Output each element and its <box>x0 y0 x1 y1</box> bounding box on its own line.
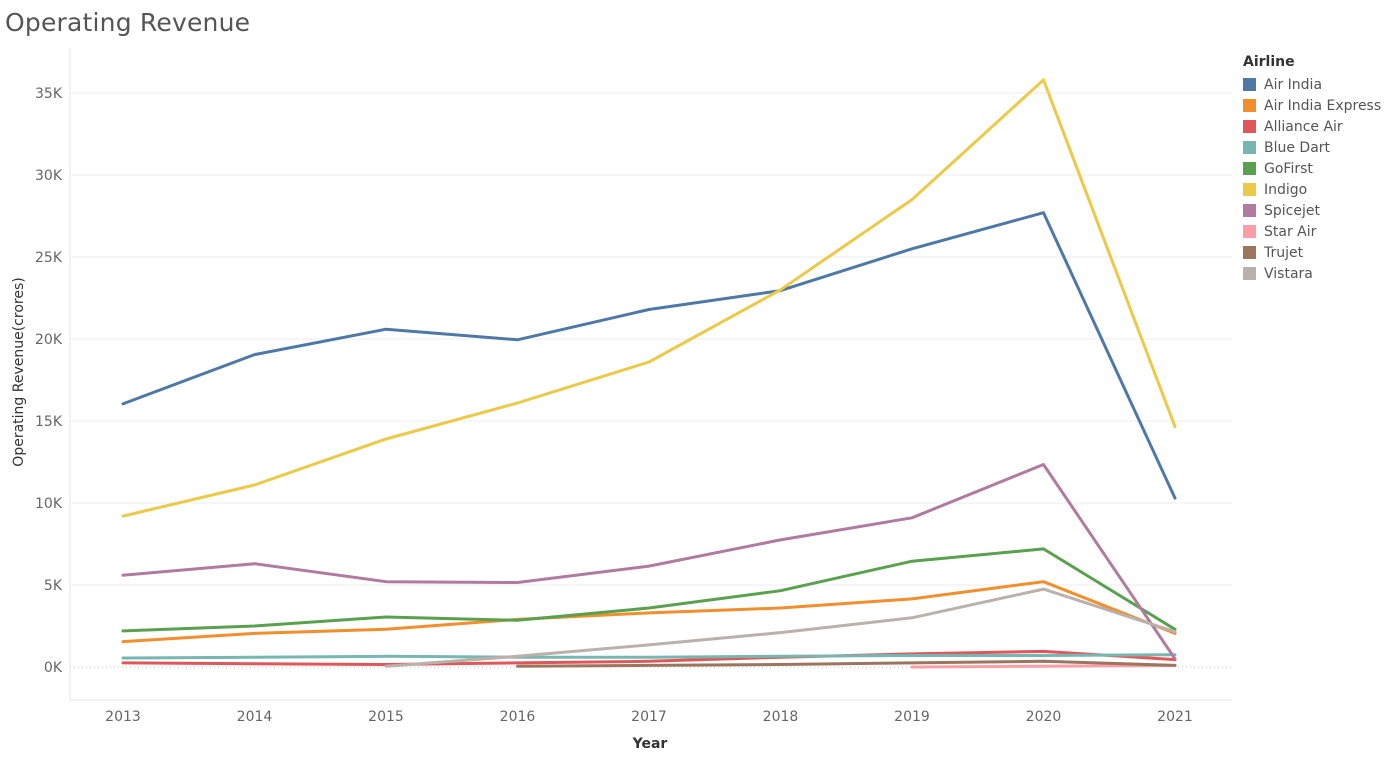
legend-label: Blue Dart <box>1264 139 1331 156</box>
legend-item[interactable]: Spicejet <box>1243 200 1381 221</box>
series-line-spicejet[interactable] <box>121 463 1177 661</box>
legend-item[interactable]: Alliance Air <box>1243 116 1381 137</box>
legend-swatch <box>1243 120 1256 133</box>
legend-label: Air India <box>1264 76 1323 93</box>
x-tick-label: 2013 <box>105 709 141 725</box>
y-tick-label: 25K <box>35 250 63 266</box>
axes: 0K 5K 10K 15K 20K 25K 30K 35K 2013 2014 2015 2016 20… <box>35 48 1232 725</box>
y-tick-label: 20K <box>35 332 63 348</box>
legend-item[interactable]: Blue Dart <box>1243 137 1381 158</box>
legend-swatch <box>1243 183 1256 196</box>
legend-swatch <box>1243 225 1256 238</box>
legend-swatch <box>1243 246 1256 259</box>
x-tick-label: 2014 <box>237 709 273 725</box>
legend-item[interactable]: Indigo <box>1243 179 1381 200</box>
legend: Airline Air India Air India Express Allian… <box>1243 54 1381 284</box>
x-tick-label: 2016 <box>500 709 536 725</box>
x-tick-label: 2018 <box>763 709 799 725</box>
series-line-blue-dart[interactable] <box>121 653 1177 660</box>
gridlines <box>70 92 1232 668</box>
y-tick-label: 30K <box>35 168 63 184</box>
legend-label: Indigo <box>1264 181 1308 198</box>
legend-label: Star Air <box>1264 223 1317 240</box>
legend-item[interactable]: Trujet <box>1243 242 1381 263</box>
legend-item[interactable]: Vistara <box>1243 263 1381 284</box>
x-tick-label: 2020 <box>1026 709 1062 725</box>
legend-label: Trujet <box>1264 244 1304 261</box>
series-line-indigo[interactable] <box>121 78 1177 518</box>
legend-swatch <box>1243 162 1256 175</box>
y-tick-label: 10K <box>35 496 63 512</box>
y-tick-label: 5K <box>44 578 63 594</box>
series-line-air-india-express[interactable] <box>121 580 1177 644</box>
legend-swatch <box>1243 141 1256 154</box>
legend-item[interactable]: Air India Express <box>1243 95 1381 116</box>
legend-swatch <box>1243 204 1256 217</box>
series-line-air-india[interactable] <box>121 211 1177 500</box>
series-lines <box>121 78 1177 669</box>
y-axis-label: Operating Revenue(crores) <box>11 277 27 466</box>
chart-title: Operating Revenue <box>5 8 251 37</box>
x-axis-label: Year <box>632 736 668 752</box>
legend-item[interactable]: Air India <box>1243 74 1381 95</box>
y-tick-label: 0K <box>44 660 63 676</box>
legend-item[interactable]: GoFirst <box>1243 158 1381 179</box>
x-tick-label: 2017 <box>631 709 667 725</box>
x-tick-label: 2015 <box>368 709 404 725</box>
y-tick-label: 15K <box>35 414 63 430</box>
legend-swatch <box>1243 99 1256 112</box>
series-line-vistara[interactable] <box>384 587 1177 668</box>
legend-swatch <box>1243 267 1256 280</box>
legend-label: Vistara <box>1264 265 1313 282</box>
x-tick-label: 2021 <box>1157 709 1193 725</box>
legend-item[interactable]: Star Air <box>1243 221 1381 242</box>
x-tick-label: 2019 <box>894 709 930 725</box>
legend-swatch <box>1243 78 1256 91</box>
legend-label: Spicejet <box>1264 202 1320 219</box>
legend-label: Air India Express <box>1264 97 1382 114</box>
legend-title: Airline <box>1243 54 1295 70</box>
legend-label: Alliance Air <box>1264 118 1343 135</box>
series-line-gofirst[interactable] <box>121 547 1177 633</box>
series-line-trujet[interactable] <box>516 659 1177 668</box>
y-tick-label: 35K <box>35 86 63 102</box>
series-line-star-air[interactable] <box>910 663 1177 669</box>
series-line-alliance-air[interactable] <box>121 649 1177 666</box>
legend-label: GoFirst <box>1264 160 1313 177</box>
